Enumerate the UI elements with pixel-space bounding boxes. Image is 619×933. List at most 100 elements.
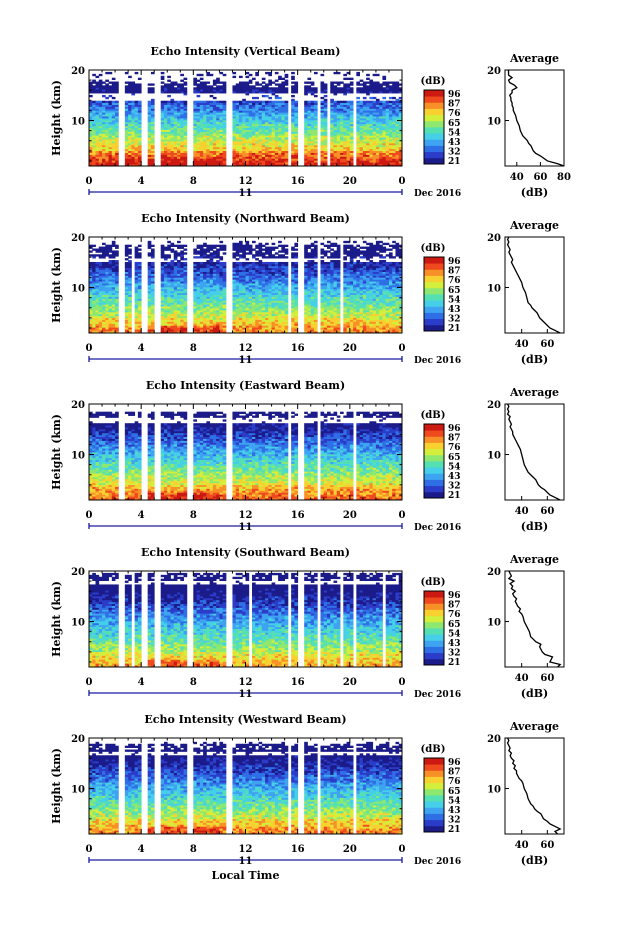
- heatmap-cell: [200, 82, 204, 84]
- heatmap-cell: [148, 252, 152, 254]
- y-tick-label: 20: [71, 66, 85, 77]
- heatmap-cell: [99, 101, 103, 103]
- heatmap-cell: [347, 101, 351, 103]
- heatmap-cell: [366, 85, 370, 87]
- heatmap-cell: [239, 254, 243, 256]
- heatmap-cell: [219, 245, 223, 247]
- heatmap-cell: [138, 262, 142, 264]
- heatmap-cell: [109, 85, 113, 87]
- heatmap-cell: [216, 85, 220, 87]
- heatmap-cell: [197, 74, 201, 76]
- heatmap-cell: [314, 95, 318, 97]
- heatmap-cell: [115, 245, 119, 247]
- heatmap-cell: [96, 254, 100, 256]
- heatmap-cell: [138, 249, 142, 251]
- heatmap-cell: [232, 243, 236, 245]
- heatmap-cell: [223, 245, 227, 247]
- heatmap-cell: [265, 101, 269, 103]
- heatmap-cell: [210, 101, 214, 103]
- heatmap-cell: [232, 85, 236, 87]
- heatmap-cell: [291, 76, 295, 78]
- heatmap-cell: [219, 262, 223, 264]
- heatmap-cell: [197, 83, 201, 85]
- heatmap-cell: [213, 87, 217, 89]
- heatmap-cell: [350, 87, 354, 89]
- heatmap-cell: [184, 262, 188, 264]
- heatmap-cell: [291, 72, 295, 74]
- heatmap-cell: [373, 97, 377, 99]
- heatmap-cell: [216, 245, 220, 247]
- heatmap-cell: [376, 99, 380, 101]
- heatmap-cell: [272, 82, 276, 84]
- heatmap-cell: [128, 76, 132, 78]
- heatmap-cell: [232, 72, 236, 74]
- heatmap-cell: [268, 97, 272, 99]
- heatmap-cell: [203, 101, 207, 103]
- heatmap-cell: [112, 78, 116, 80]
- heatmap-cell: [278, 97, 282, 99]
- heatmap-cell: [239, 241, 243, 243]
- heatmap-cell: [350, 78, 354, 80]
- heatmap-cell: [216, 249, 220, 251]
- heatmap-cell: [249, 101, 253, 103]
- heatmap-cell: [236, 83, 240, 85]
- heatmap-cell: [252, 97, 256, 99]
- colorbar-tick-label: 96: [448, 90, 461, 100]
- heatmap-cell: [213, 97, 217, 99]
- heatmap-cell: [184, 82, 188, 84]
- heatmap-cells: [89, 72, 402, 166]
- heatmap-cell: [102, 101, 106, 103]
- colorbar-tick-label: 21: [448, 157, 461, 167]
- heatmap-cell: [161, 72, 165, 74]
- heatmap-cell: [102, 95, 106, 97]
- heatmap-cell: [197, 95, 201, 97]
- colorbar-segment: [424, 146, 444, 153]
- heatmap-cell: [109, 260, 113, 262]
- colorbar-tick-label: 65: [448, 119, 461, 129]
- heatmap-cell: [180, 250, 184, 252]
- heatmap-cell: [161, 85, 165, 87]
- heatmap-cell: [255, 101, 259, 103]
- panel-title: Echo Intensity (Vertical Beam): [150, 45, 340, 58]
- heatmap-cell: [206, 254, 210, 256]
- heatmap-cell: [272, 101, 276, 103]
- heatmap-cell: [148, 83, 152, 85]
- x-tick-label: 20: [343, 176, 357, 187]
- heatmap-cell: [203, 249, 207, 251]
- colorbar-segment: [424, 133, 444, 140]
- heatmap-cell: [223, 101, 227, 103]
- heatmap-cell: [96, 76, 100, 78]
- heatmap-cell: [386, 82, 390, 84]
- heatmap-cell: [330, 99, 334, 101]
- heatmap-cell: [236, 101, 240, 103]
- heatmap-cell: [262, 82, 266, 84]
- heatmap-cell: [177, 101, 181, 103]
- heatmap-cell: [255, 97, 259, 99]
- heatmap-cell: [184, 249, 188, 251]
- heatmap-cell: [262, 85, 266, 87]
- heatmap-cell: [193, 256, 197, 258]
- heatmap-cell: [311, 82, 315, 84]
- heatmap-cell: [161, 82, 165, 84]
- heatmap-cell: [128, 256, 132, 258]
- heatmap-cell: [92, 85, 96, 87]
- heatmap-cell: [105, 72, 109, 74]
- heatmap-cell: [304, 85, 308, 87]
- heatmap-cell: [197, 250, 201, 252]
- heatmap-cell: [125, 262, 129, 264]
- heatmap-cell: [203, 243, 207, 245]
- heatmap-cell: [131, 82, 135, 84]
- heatmap-cell: [184, 101, 188, 103]
- heatmap-cell: [246, 101, 250, 103]
- heatmap-cell: [285, 80, 289, 82]
- heatmap-cell: [334, 82, 338, 84]
- heatmap-cell: [138, 245, 142, 247]
- heatmap-cell: [109, 254, 113, 256]
- heatmap-cell: [246, 76, 250, 78]
- heatmap-cell: [125, 82, 129, 84]
- colorbar-tick-label: 76: [448, 109, 461, 119]
- heatmap-cell: [285, 74, 289, 76]
- heatmap-cell: [99, 262, 103, 264]
- heatmap-cell: [135, 262, 139, 264]
- heatmap-cell: [360, 83, 364, 85]
